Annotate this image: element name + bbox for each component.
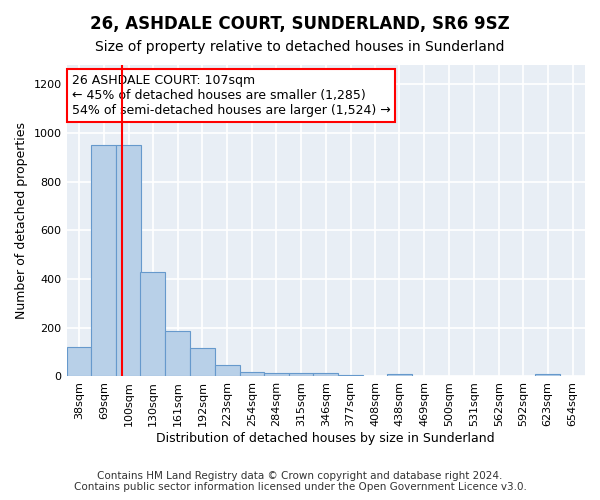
Bar — [165, 332, 190, 376]
Text: Contains HM Land Registry data © Crown copyright and database right 2024.
Contai: Contains HM Land Registry data © Crown c… — [74, 471, 526, 492]
Bar — [535, 374, 560, 376]
Bar — [116, 146, 141, 376]
Bar — [215, 365, 239, 376]
Text: 26, ASHDALE COURT, SUNDERLAND, SR6 9SZ: 26, ASHDALE COURT, SUNDERLAND, SR6 9SZ — [90, 15, 510, 33]
Bar — [91, 146, 116, 376]
Y-axis label: Number of detached properties: Number of detached properties — [15, 122, 28, 319]
Bar — [263, 373, 289, 376]
Bar — [338, 374, 363, 376]
Bar — [67, 348, 91, 376]
Bar — [387, 374, 412, 376]
Bar — [313, 373, 338, 376]
Bar — [289, 373, 313, 376]
Text: 26 ASHDALE COURT: 107sqm
← 45% of detached houses are smaller (1,285)
54% of sem: 26 ASHDALE COURT: 107sqm ← 45% of detach… — [72, 74, 391, 118]
Bar — [140, 272, 165, 376]
Bar — [239, 372, 265, 376]
Bar — [190, 348, 215, 376]
Text: Size of property relative to detached houses in Sunderland: Size of property relative to detached ho… — [95, 40, 505, 54]
X-axis label: Distribution of detached houses by size in Sunderland: Distribution of detached houses by size … — [157, 432, 495, 445]
